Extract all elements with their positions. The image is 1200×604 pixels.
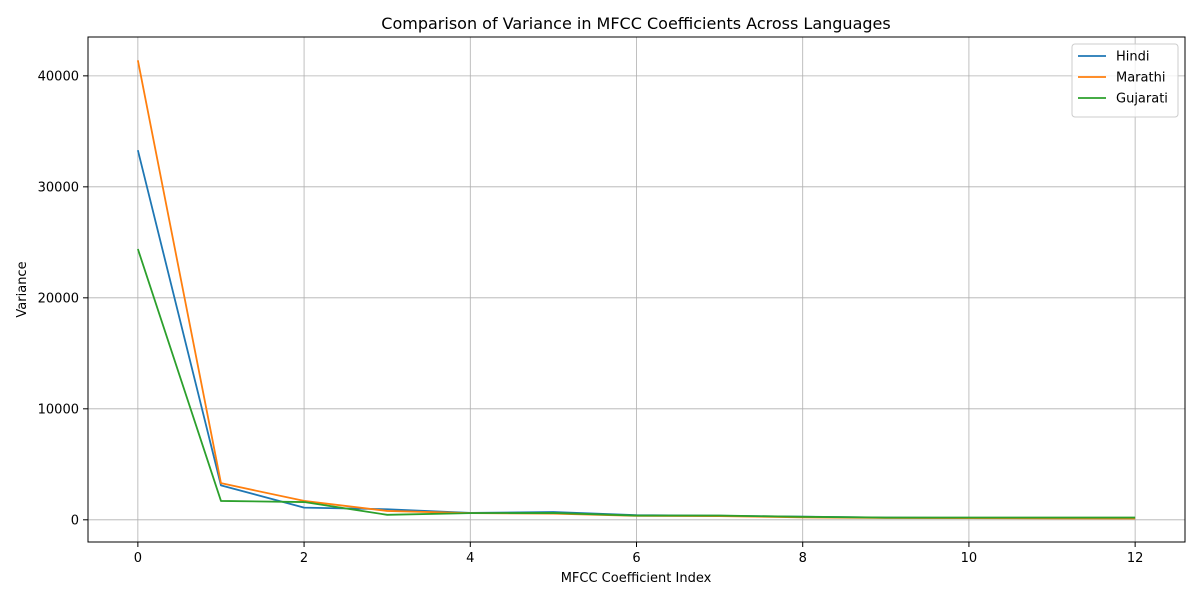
legend-label-hindi: Hindi bbox=[1116, 50, 1150, 65]
x-tick-label: 8 bbox=[799, 551, 807, 566]
legend-label-marathi: Marathi bbox=[1116, 71, 1165, 86]
x-tick-label: 4 bbox=[466, 551, 474, 566]
y-tick-label: 0 bbox=[71, 513, 79, 528]
y-tick-label: 20000 bbox=[38, 291, 79, 306]
series-lines bbox=[136, 60, 1136, 520]
x-tick-label: 0 bbox=[134, 551, 142, 566]
legend: Hindi Marathi Gujarati bbox=[1071, 43, 1179, 118]
x-axis-label: MFCC Coefficient Index bbox=[561, 571, 712, 586]
y-tick-label: 40000 bbox=[38, 69, 79, 84]
x-tick-label: 12 bbox=[1127, 551, 1144, 566]
grid bbox=[88, 37, 1185, 542]
x-axis-ticks: 0 2 4 6 8 10 12 bbox=[134, 542, 1144, 566]
y-tick-label: 10000 bbox=[38, 402, 79, 417]
y-axis-ticks: 0 10000 20000 30000 40000 bbox=[38, 69, 88, 528]
x-tick-label: 10 bbox=[961, 551, 978, 566]
y-axis-label: Variance bbox=[15, 261, 30, 317]
chart-title: Comparison of Variance in MFCC Coefficie… bbox=[381, 14, 890, 33]
x-tick-label: 6 bbox=[632, 551, 640, 566]
legend-label-gujarati: Gujarati bbox=[1116, 92, 1168, 107]
series-line-gujarati bbox=[137, 248, 1136, 519]
y-tick-label: 30000 bbox=[38, 180, 79, 195]
x-tick-label: 2 bbox=[300, 551, 308, 566]
